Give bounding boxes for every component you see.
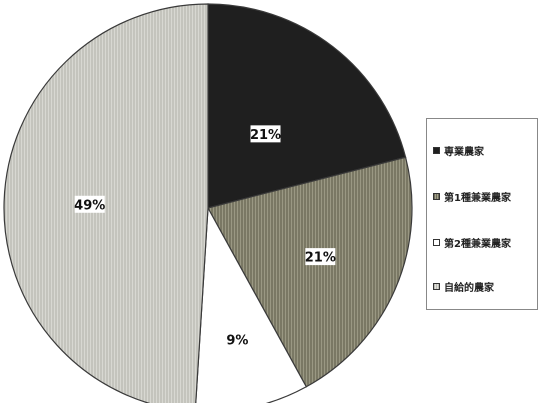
slice-label-bg-1	[305, 248, 336, 266]
slice-label-3: 49%	[74, 198, 105, 213]
legend-label-3: 自給的農家	[444, 283, 494, 294]
legend-swatch-0	[433, 147, 440, 154]
pie-slices	[3, 3, 413, 403]
pie-slice-3	[3, 3, 209, 403]
legend-item-1: 第1種兼業農家	[433, 189, 511, 204]
slice-label-1: 21%	[305, 251, 336, 266]
pie-slice-1	[207, 156, 413, 388]
legend-swatch-2	[433, 239, 440, 246]
legend-swatch-3	[433, 283, 440, 290]
legend-label-2: 第2種兼業農家	[444, 239, 511, 250]
legend-label-1: 第1種兼業農家	[444, 193, 511, 204]
slice-label-0: 21%	[250, 128, 281, 143]
slice-label-2: 9%	[226, 333, 248, 348]
pie-slice-labels: 21% 21% 9% 49%	[74, 125, 336, 348]
pie-slice-2	[195, 205, 308, 403]
legend-item-3: 自給的農家	[433, 279, 494, 294]
legend-item-0: 専業農家	[433, 143, 484, 158]
legend-item-2: 第2種兼業農家	[433, 235, 511, 250]
slice-label-bg-3	[74, 195, 105, 213]
legend-swatch-1	[433, 193, 440, 200]
pie-slice-0	[207, 3, 407, 209]
legend-label-0: 専業農家	[444, 147, 484, 158]
slice-label-bg-0	[250, 125, 281, 143]
legend: 専業農家 第1種兼業農家 第2種兼業農家 自給的農家	[426, 118, 538, 310]
